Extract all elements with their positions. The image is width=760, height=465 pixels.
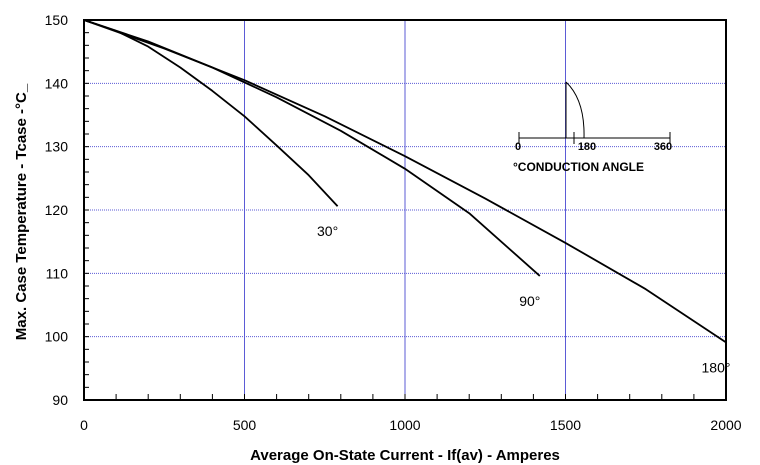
x-tick-label-1: 500 — [233, 417, 257, 433]
conduction-angle-inset: 0 180 360 °CONDUCTION ANGLE — [513, 81, 672, 174]
inset-label-180: 180 — [578, 141, 596, 153]
minor-ticks — [84, 32, 695, 400]
inset-label-360: 360 — [654, 141, 672, 153]
series-curves — [83, 19, 727, 344]
inset-wave-arc — [565, 81, 585, 139]
y-tick-label-6: 150 — [45, 12, 69, 28]
plot-area-frame — [83, 19, 727, 401]
series-line-2 — [83, 19, 727, 344]
x-tick-label-4: 2000 — [710, 417, 741, 433]
inset-title: °CONDUCTION ANGLE — [513, 160, 644, 174]
series-line-0 — [83, 19, 339, 207]
series-labels: 30° 90° 180° — [317, 223, 730, 375]
y-tick-label-3: 120 — [45, 202, 69, 218]
series-label-0: 30° — [317, 223, 338, 239]
y-tick-label-4: 130 — [45, 139, 69, 155]
y-tick-label-1: 100 — [45, 329, 69, 345]
series-line-1 — [83, 19, 541, 277]
y-tick-label-5: 140 — [45, 75, 69, 91]
y-tick-label-2: 110 — [46, 265, 69, 281]
x-tick-label-3: 1500 — [550, 417, 581, 433]
x-tick-label-2: 1000 — [389, 417, 420, 433]
y-axis-title: Max. Case Temperature - Tcase -°C_ — [13, 83, 30, 340]
inset-label-0: 0 — [515, 141, 521, 153]
x-tick-labels: 0 500 1000 1500 2000 — [80, 417, 742, 433]
x-tick-label-0: 0 — [80, 417, 88, 433]
series-label-1: 90° — [519, 293, 540, 309]
x-axis-title: Average On-State Current - If(av) - Ampe… — [250, 447, 560, 464]
series-label-2: 180° — [702, 359, 731, 375]
y-tick-label-0: 90 — [52, 392, 68, 408]
gridlines — [84, 20, 726, 400]
y-tick-labels: 90 100 110 120 130 140 150 — [45, 12, 69, 408]
